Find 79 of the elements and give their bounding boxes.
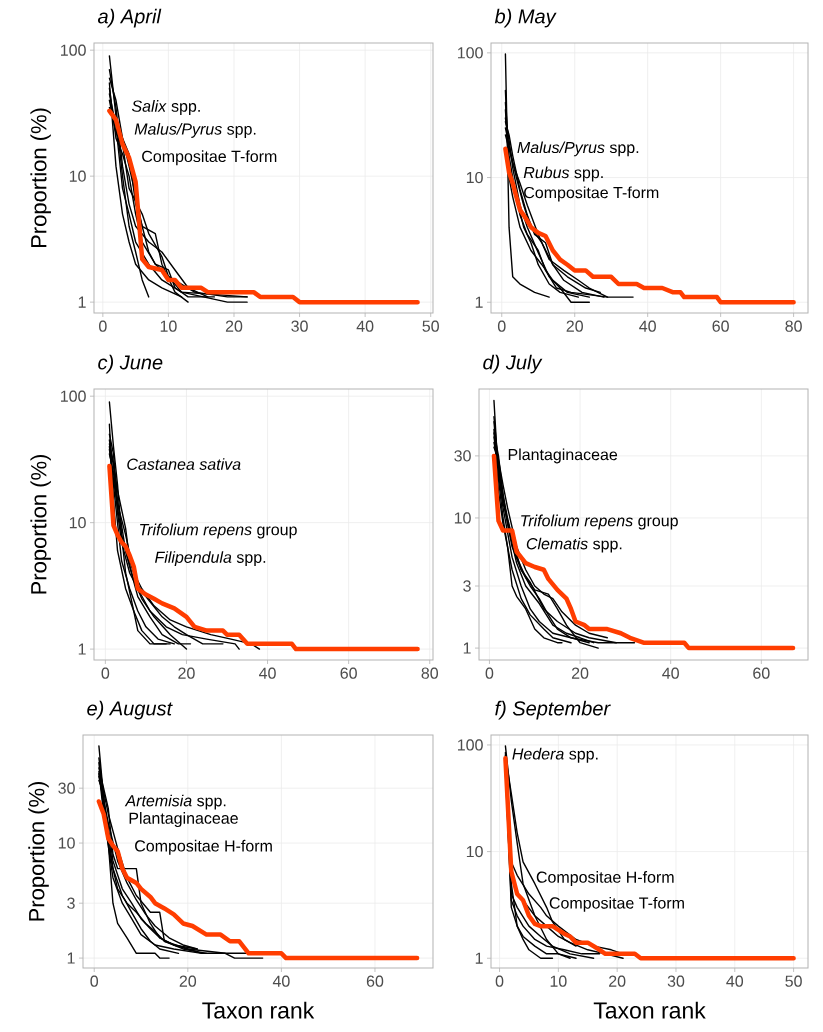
x-tick-label: 50 — [422, 320, 439, 332]
x-tick-label: 20 — [566, 320, 583, 332]
y-tick-label: 30 — [454, 450, 471, 462]
x-tick-label: 10 — [550, 975, 567, 987]
x-tick-label: 80 — [785, 320, 802, 332]
x-tick-label: 60 — [753, 667, 770, 679]
x-tick-label: 20 — [225, 320, 243, 332]
x-tick-label: 20 — [571, 667, 589, 679]
annotation: Compositae T-form — [549, 896, 684, 912]
x-tick-label: 50 — [785, 975, 802, 987]
x-tick-label: 40 — [356, 320, 374, 332]
annotation: Compositae H-form — [135, 839, 272, 855]
annotation: Trifolium repens group — [140, 523, 297, 539]
x-tick-label: 0 — [485, 667, 494, 679]
annotation: Compositae H-form — [536, 871, 674, 886]
y-tick-label: 10 — [58, 837, 75, 849]
y-tick-label: 100 — [60, 44, 86, 56]
x-tick-label: 20 — [179, 975, 197, 987]
x-tick-label: 60 — [712, 320, 729, 332]
y-axis-title: Proportion (%) — [30, 454, 51, 594]
y-tick-label: 1 — [475, 952, 483, 964]
x-tick-label: 60 — [340, 667, 357, 679]
chart-title: a) April — [97, 8, 162, 28]
annotation: Plantaginaceae — [508, 448, 618, 464]
y-tick-label: 30 — [58, 782, 75, 794]
y-tick-label: 1 — [78, 296, 86, 308]
y-axis-title: Proportion (%) — [28, 781, 49, 921]
x-tick-label: 20 — [178, 667, 195, 679]
x-tick-label: 0 — [101, 667, 110, 679]
chart-title: e) August — [87, 700, 173, 720]
y-tick-label: 1 — [78, 643, 86, 655]
x-axis-title: Taxon rank — [202, 1001, 315, 1019]
x-tick-label: 10 — [160, 320, 177, 332]
y-tick-label: 10 — [69, 516, 86, 529]
x-tick-label: 30 — [291, 320, 308, 332]
x-tick-label: 40 — [272, 975, 290, 987]
annotation: Trifolium repens group — [521, 514, 678, 530]
annotation: Rubus spp. — [523, 166, 603, 182]
y-tick-label: 3 — [463, 580, 471, 592]
y-axis-title: Proportion (%) — [30, 108, 51, 248]
x-axis-title: Taxon rank — [593, 1001, 706, 1019]
y-tick-label: 3 — [67, 897, 75, 909]
chart-title: d) July — [483, 354, 543, 374]
chart-title: f) September — [495, 700, 611, 720]
x-tick-label: 0 — [497, 320, 506, 332]
y-tick-label: 100 — [60, 390, 86, 402]
annotation: Hedera spp. — [512, 747, 598, 763]
annotation: Malus/Pyrus spp. — [134, 123, 256, 138]
x-tick-label: 60 — [366, 975, 384, 987]
y-tick-label: 100 — [458, 739, 483, 751]
y-tick-label: 1 — [463, 642, 471, 654]
annotation: Filipendula spp. — [155, 551, 266, 567]
y-tick-label: 10 — [454, 512, 471, 524]
y-tick-label: 1 — [67, 952, 75, 964]
x-tick-label: 40 — [639, 320, 656, 332]
chart-title: b) May — [494, 8, 557, 28]
x-tick-label: 20 — [609, 975, 626, 987]
y-tick-label: 10 — [69, 170, 86, 182]
annotation: Compositae T-form — [524, 186, 659, 202]
chart-title: c) June — [98, 354, 163, 374]
annotation: Salix spp. — [131, 100, 200, 115]
annotation: Castanea sativa — [127, 458, 241, 470]
y-tick-label: 10 — [466, 171, 483, 184]
x-tick-label: 80 — [421, 667, 439, 679]
annotation: Clematis spp. — [526, 537, 622, 553]
x-tick-label: 40 — [726, 975, 744, 987]
x-tick-label: 0 — [90, 975, 99, 987]
annotation: Compositae T-form — [142, 150, 277, 166]
x-tick-label: 0 — [99, 320, 107, 332]
y-tick-label: 1 — [475, 296, 483, 308]
x-tick-label: 0 — [495, 975, 504, 987]
x-tick-label: 30 — [667, 975, 685, 987]
x-tick-label: 40 — [259, 667, 276, 679]
annotation: Malus/Pyrus spp. — [517, 141, 639, 157]
y-tick-label: 100 — [458, 47, 483, 59]
x-tick-label: 40 — [662, 667, 679, 679]
annotation: Artemisia spp. — [124, 794, 226, 810]
y-tick-label: 10 — [466, 845, 483, 858]
annotation: Plantaginaceae — [129, 812, 238, 828]
